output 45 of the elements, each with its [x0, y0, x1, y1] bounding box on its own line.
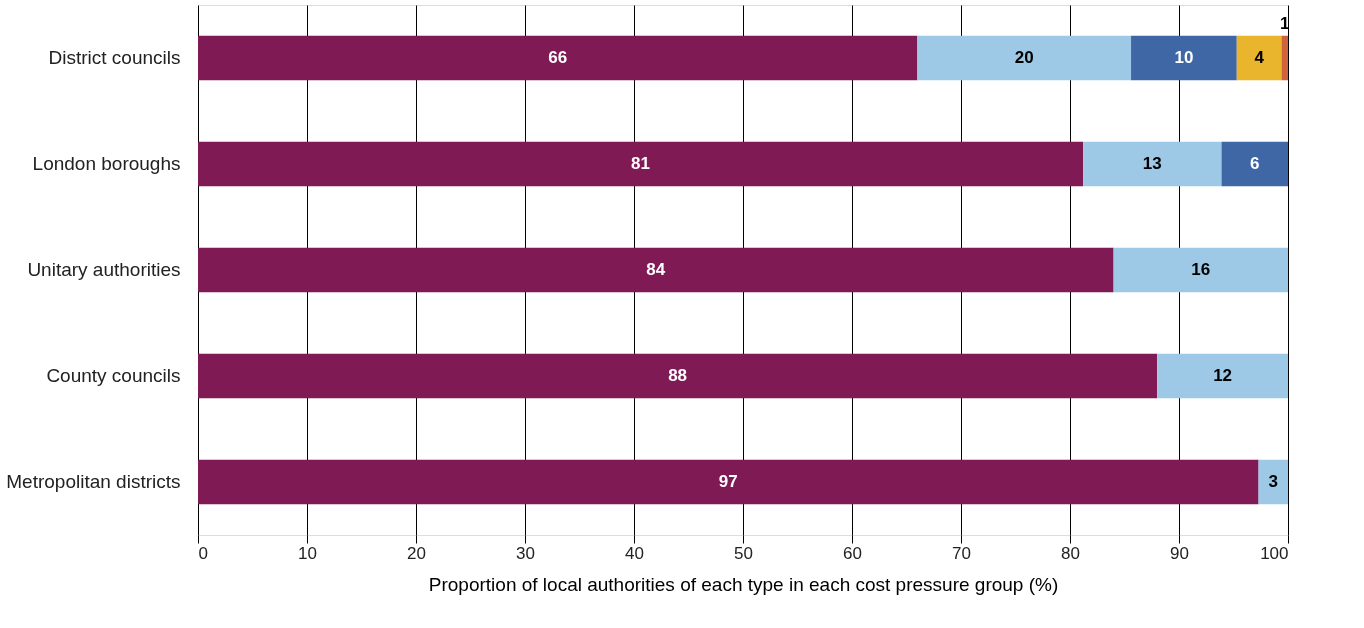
bar	[1221, 141, 1288, 187]
bar	[1113, 247, 1288, 293]
bar	[198, 141, 1084, 187]
bar	[1131, 35, 1237, 81]
x-tick-label: 90	[1170, 543, 1189, 563]
x-tick-label: 30	[516, 543, 535, 563]
x-tick-label: 50	[734, 543, 753, 563]
data-label: 3	[1268, 472, 1279, 491]
bar	[1258, 459, 1288, 505]
bar	[1281, 35, 1288, 81]
data-label: 88	[668, 366, 688, 385]
data-label: 16	[1191, 260, 1211, 279]
data-label: 1	[1280, 14, 1290, 33]
bar	[198, 35, 918, 81]
data-label: 10	[1174, 48, 1194, 67]
x-tick-label: 80	[1061, 543, 1080, 563]
y-tick-label: London boroughs	[32, 153, 181, 174]
y-tick-label: Unitary authorities	[27, 259, 181, 280]
bar	[917, 35, 1132, 81]
data-label: 81	[631, 154, 650, 173]
data-label: 66	[548, 48, 568, 67]
data-label: 97	[718, 472, 738, 491]
x-tick-label: 60	[843, 543, 862, 563]
x-tick-label: 20	[407, 543, 426, 563]
bar	[198, 459, 1259, 505]
x-tick-label: 0	[198, 543, 208, 563]
bar	[1236, 35, 1282, 81]
bar	[198, 353, 1158, 399]
x-tick-label: 70	[952, 543, 971, 563]
x-axis-title: Proportion of local authorities of each type in each cost pressure group (%)	[428, 573, 1059, 595]
y-tick-label: County councils	[46, 365, 181, 386]
data-label: 6	[1250, 154, 1260, 173]
bar	[1083, 141, 1222, 187]
data-label: 4	[1254, 48, 1265, 67]
data-label: 84	[646, 260, 666, 279]
y-tick-label: Metropolitan districts	[6, 471, 181, 492]
x-tick-label: 10	[298, 543, 317, 563]
data-label: 12	[1213, 366, 1233, 385]
bar	[1157, 353, 1288, 399]
y-tick-label: District councils	[48, 47, 181, 68]
x-tick-label: 100	[1260, 543, 1289, 563]
bar	[198, 247, 1114, 293]
data-label: 20	[1014, 48, 1034, 67]
x-tick-label: 40	[625, 543, 644, 563]
data-label: 13	[1142, 154, 1162, 173]
